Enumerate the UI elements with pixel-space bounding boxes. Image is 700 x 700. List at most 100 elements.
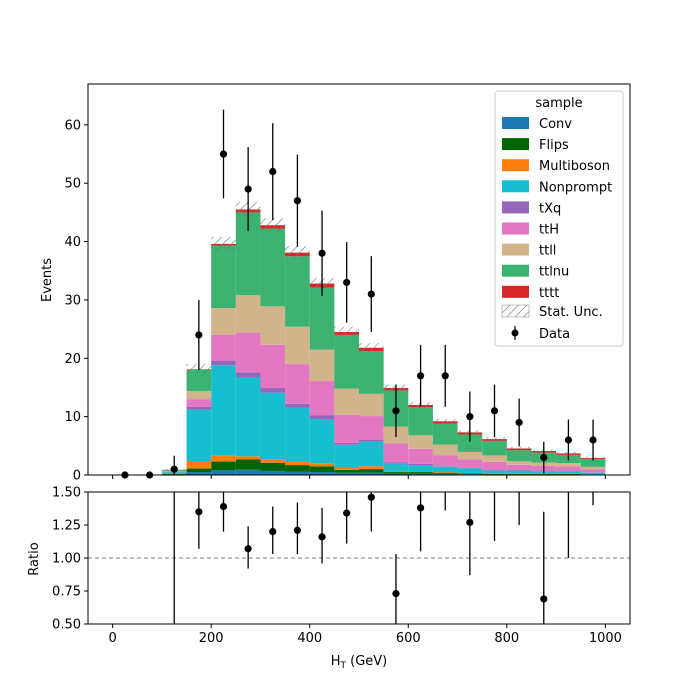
top-ytick-label-5: 50 [64, 177, 81, 192]
bar-nonprompt-bin-14 [457, 468, 483, 473]
bar-txq-bin-12 [408, 463, 433, 466]
bar-txq-bin-3 [186, 406, 212, 410]
data-point-14 [466, 413, 474, 421]
data-point-8 [318, 249, 326, 257]
bar-ttlnu-bin-6 [260, 228, 286, 307]
bar-conv-bin-5 [235, 469, 261, 475]
bar-flips-bin-9 [334, 469, 359, 473]
data-point-10 [367, 290, 375, 298]
bar-flips-bin-5 [235, 459, 261, 470]
data-point-12 [416, 372, 425, 380]
bar-ttlnu-bin-19 [580, 459, 606, 467]
legend-item-stat: Stat. Unc. [501, 304, 603, 320]
bar-ttlnu-bin-4 [211, 245, 236, 309]
ratio-point-3 [244, 545, 252, 553]
bar-tth-bin-18 [556, 466, 581, 471]
bar-txq-bin-9 [334, 442, 359, 445]
bar-conv-bin-3 [186, 472, 212, 475]
bar-flips-bin-10 [359, 469, 384, 473]
x-tick-label-3: 600 [396, 631, 421, 646]
bar-tth-bin-16 [506, 464, 532, 471]
stat-unc-bin-10 [359, 343, 384, 353]
bar-multiboson-bin-5 [235, 456, 261, 460]
bar-multiboson-bin-3 [186, 460, 212, 469]
ratio-point-4 [269, 528, 277, 536]
bar-txq-bin-8 [309, 415, 335, 419]
legend-swatch-stat [501, 304, 530, 318]
top-ytick-label-2: 20 [64, 352, 81, 367]
bar-tth-bin-8 [309, 381, 335, 416]
legend-swatch-ttll [502, 243, 529, 256]
bar-txq-bin-5 [235, 372, 261, 377]
bar-tth-bin-11 [383, 443, 409, 463]
bar-flips-bin-3 [186, 468, 212, 473]
ratio-points [173, 492, 594, 624]
bar-ttlnu-bin-10 [359, 351, 384, 394]
legend-swatch-conv [502, 117, 529, 129]
bar-flips-bin-16 [506, 473, 532, 475]
bar-multiboson-bin-13 [432, 472, 458, 473]
bar-txq-bin-14 [457, 467, 483, 469]
data-point-11 [392, 407, 400, 415]
data-point-17 [540, 453, 548, 462]
legend-label-ttlnu: ttlnu [539, 265, 569, 280]
ratio-point-9 [392, 590, 400, 598]
bar-txq-bin-15 [482, 470, 507, 471]
data-point-16 [515, 418, 523, 427]
bar-multiboson-bin-9 [334, 467, 359, 470]
bar-nonprompt-bin-16 [506, 470, 532, 474]
legend-swatch-txq [502, 201, 529, 214]
top-ytick-label-6: 60 [64, 118, 81, 133]
bar-multiboson-bin-7 [285, 461, 310, 466]
ratio-point-10 [416, 504, 425, 512]
bar-multiboson-bin-10 [359, 466, 384, 470]
ratio-point-2 [219, 502, 228, 511]
bar-tth-bin-7 [285, 364, 310, 404]
bar-ttlnu-bin-15 [482, 440, 507, 456]
ratio-panel: 0.50 0.75 1.00 1.25 1.50 0 200 400 600 800 1000 R… [27, 486, 631, 671]
x-axis-label-subscript: T [340, 661, 347, 671]
bar-ttll-bin-6 [260, 306, 286, 345]
legend-label-txq: tXq [539, 201, 561, 216]
bar-ttlnu-bin-16 [506, 450, 532, 462]
stat-unc-bin-7 [285, 246, 310, 260]
legend-title: sample [535, 96, 582, 111]
ratio-x-ticks: 0 200 400 600 800 1000 [108, 624, 622, 646]
bar-nonprompt-bin-3 [186, 409, 212, 461]
x-axis-label-unit: (GeV) [346, 654, 387, 669]
bar-ttlnu-bin-12 [408, 407, 433, 436]
x-axis-label-main: H [331, 654, 341, 669]
stat-unc-bin-6 [260, 218, 286, 233]
bar-nonprompt-bin-15 [482, 470, 507, 474]
legend-label-tth: ttH [539, 223, 559, 238]
stat-unc-bin-16 [506, 446, 532, 451]
data-point-2 [170, 465, 178, 473]
bar-tth-bin-6 [260, 344, 286, 389]
top-ytick-label-0: 0 [73, 469, 81, 484]
legend-label-tttt: tttt [539, 286, 559, 301]
bar-flips-bin-7 [285, 465, 310, 472]
bar-ttlnu-bin-14 [457, 434, 483, 452]
bar-ttlnu-bin-13 [432, 423, 458, 445]
legend-swatch-tth [502, 222, 529, 235]
bar-txq-bin-11 [383, 462, 409, 464]
bar-nonprompt-bin-10 [359, 441, 384, 467]
bar-nonprompt-bin-19 [580, 472, 606, 475]
legend-swatch-multiboson [502, 159, 529, 172]
ratio-point-7 [343, 509, 351, 517]
bar-conv-bin-9 [334, 472, 359, 475]
bar-nonprompt-bin-9 [334, 444, 359, 468]
bar-multiboson-bin-8 [309, 463, 335, 467]
bar-ttlnu-bin-9 [334, 334, 359, 389]
ratio-ytick-label-1: 0.75 [52, 585, 81, 600]
legend-label-flips: Flips [539, 138, 569, 153]
stat-unc-bin-15 [482, 437, 507, 441]
data-point-4 [219, 150, 228, 158]
bar-nonprompt-bin-18 [556, 471, 581, 474]
legend-items: Conv Flips Multiboson Nonprompt tXq ttH ttll tt… [502, 117, 612, 301]
legend-label-conv: Conv [539, 117, 572, 132]
stat-unc-bin-4 [211, 236, 236, 251]
bar-ttll-bin-14 [457, 451, 483, 460]
x-axis-label: HT (GeV) [331, 654, 388, 671]
